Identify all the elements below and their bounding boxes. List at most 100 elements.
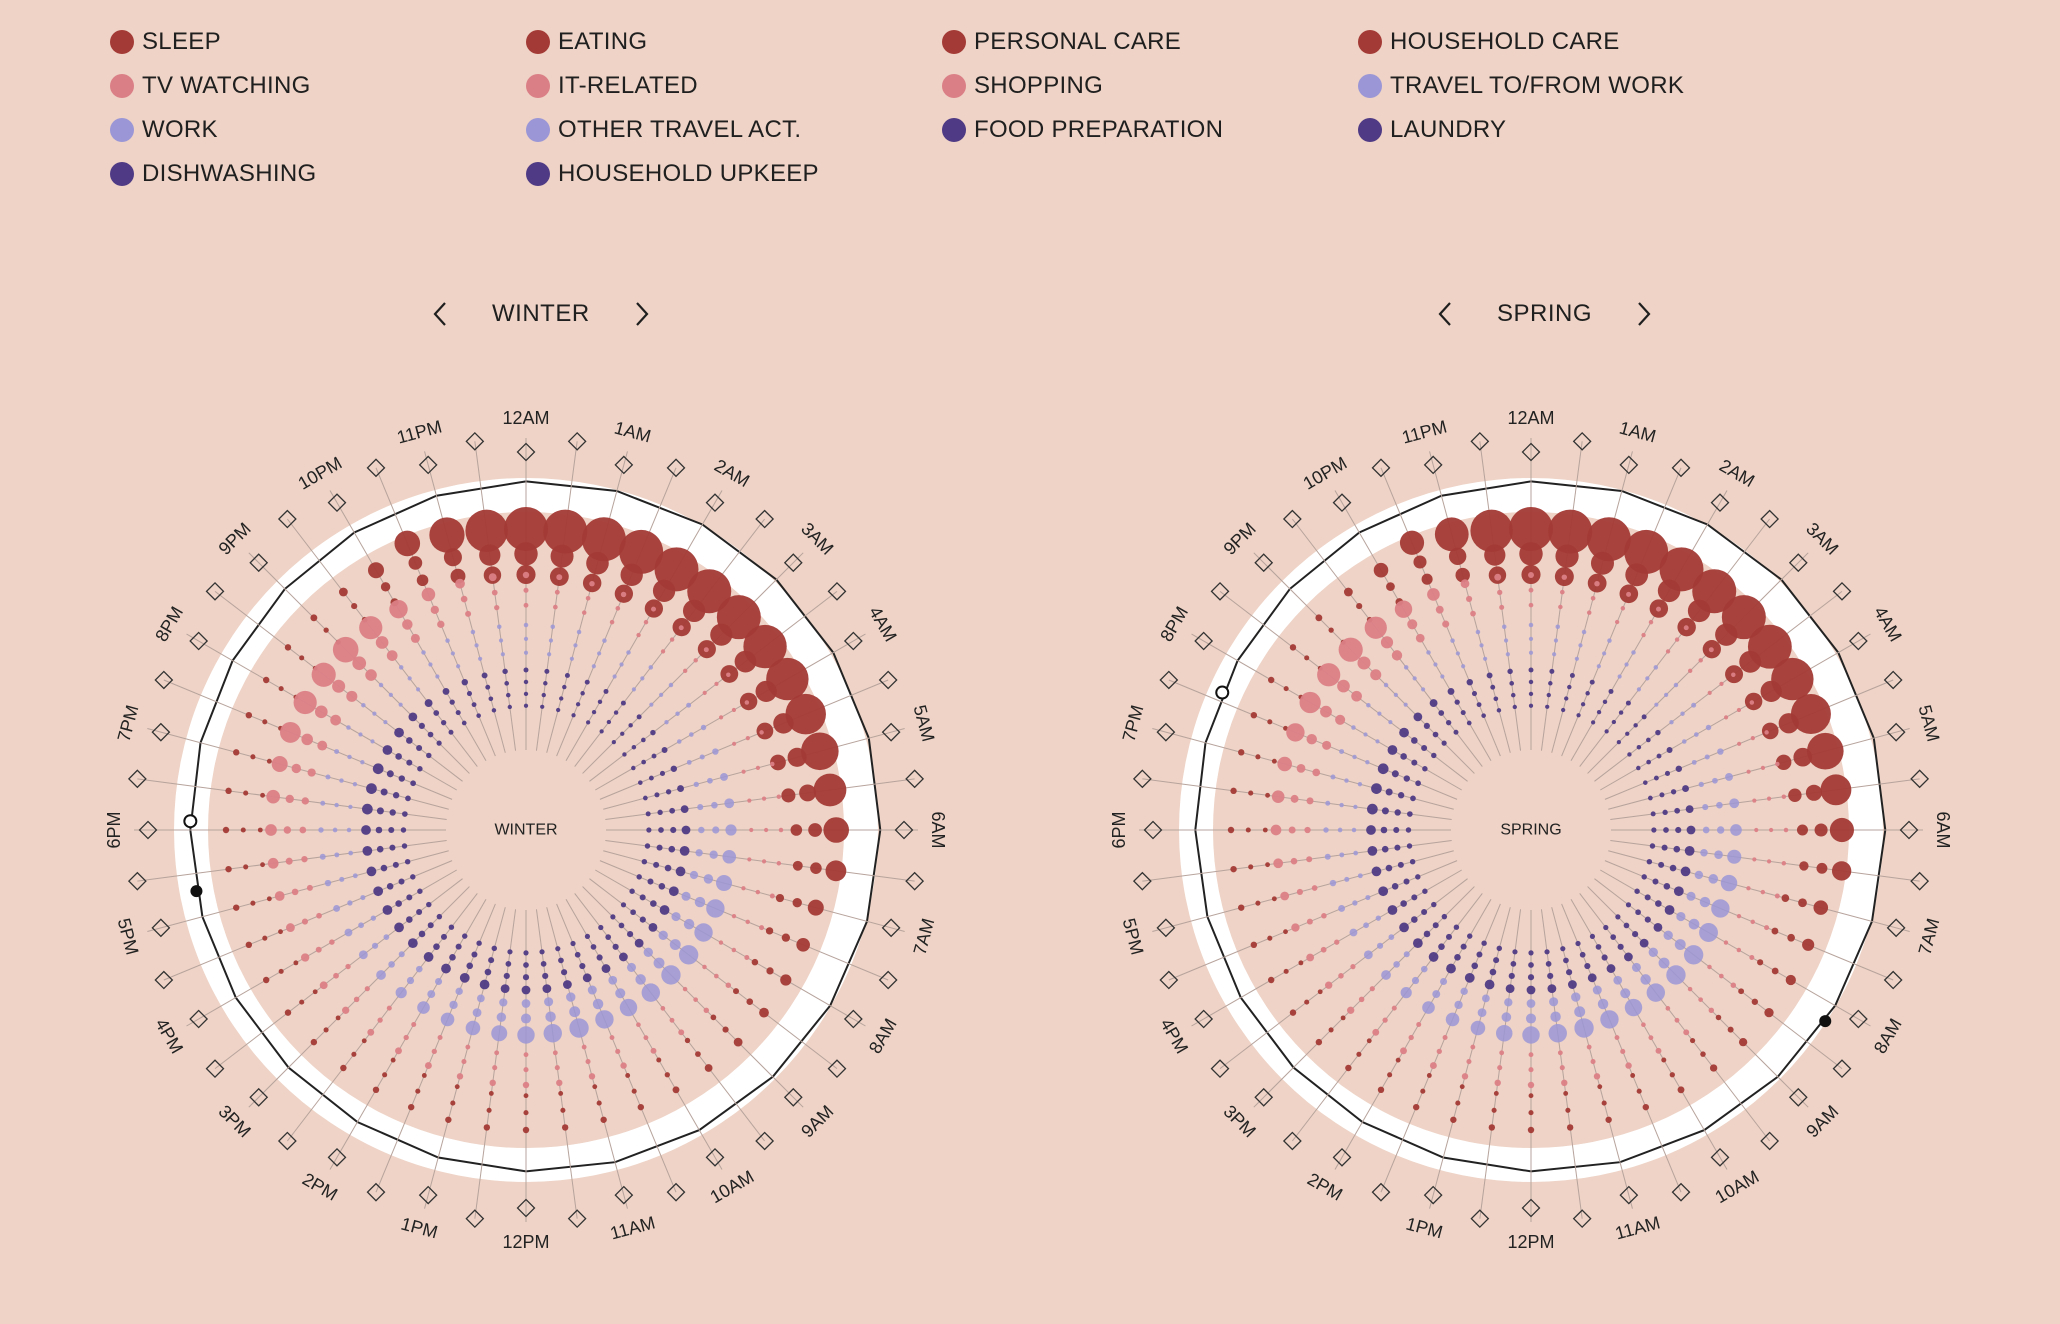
activity-bubble[interactable] — [780, 974, 792, 986]
activity-bubble[interactable] — [679, 846, 690, 856]
activity-bubble[interactable] — [682, 986, 688, 992]
activity-bubble[interactable] — [553, 604, 558, 610]
activity-bubble[interactable] — [1427, 588, 1440, 601]
activity-bubble[interactable] — [1270, 824, 1282, 836]
activity-bubble[interactable] — [265, 824, 277, 836]
diamond-marker-icon[interactable] — [277, 1131, 297, 1151]
activity-bubble[interactable] — [706, 899, 725, 918]
activity-bubble[interactable] — [1624, 662, 1629, 667]
activity-bubble[interactable] — [417, 766, 423, 772]
activity-bubble[interactable] — [523, 1093, 529, 1099]
activity-bubble[interactable] — [1707, 964, 1712, 970]
activity-bubble[interactable] — [1357, 873, 1363, 879]
activity-bubble[interactable] — [622, 752, 627, 757]
activity-bubble[interactable] — [402, 619, 413, 630]
activity-bubble[interactable] — [1764, 925, 1770, 931]
activity-bubble[interactable] — [550, 624, 555, 629]
activity-bubble[interactable] — [1385, 864, 1393, 872]
activity-bubble[interactable] — [483, 1124, 491, 1131]
activity-bubble[interactable] — [1790, 694, 1831, 735]
activity-bubble[interactable] — [1594, 580, 1600, 587]
activity-bubble[interactable] — [1378, 886, 1389, 897]
activity-bubble[interactable] — [694, 923, 713, 942]
activity-bubble[interactable] — [744, 955, 750, 960]
activity-bubble[interactable] — [1248, 864, 1254, 870]
activity-bubble[interactable] — [1736, 707, 1742, 713]
activity-bubble[interactable] — [675, 711, 680, 716]
activity-bubble[interactable] — [1778, 713, 1799, 734]
activity-bubble[interactable] — [1625, 902, 1632, 908]
activity-bubble[interactable] — [733, 988, 740, 995]
activity-bubble[interactable] — [592, 998, 604, 1010]
diamond-marker-icon[interactable] — [366, 458, 386, 478]
activity-bubble[interactable] — [540, 704, 545, 709]
activity-bubble[interactable] — [652, 579, 676, 602]
activity-bubble[interactable] — [380, 582, 391, 592]
activity-bubble[interactable] — [1661, 1057, 1667, 1063]
activity-bubble[interactable] — [1547, 972, 1554, 980]
diamond-marker-icon[interactable] — [1254, 1087, 1274, 1107]
diamond-marker-icon[interactable] — [1194, 631, 1214, 651]
activity-bubble[interactable] — [669, 1017, 675, 1023]
activity-bubble[interactable] — [766, 657, 809, 701]
activity-bubble[interactable] — [1445, 933, 1452, 940]
diamond-marker-icon[interactable] — [1760, 509, 1780, 529]
activity-bubble[interactable] — [358, 732, 363, 737]
activity-bubble[interactable] — [609, 619, 615, 625]
activity-bubble[interactable] — [631, 765, 636, 771]
activity-bubble[interactable] — [1334, 939, 1340, 945]
activity-bubble[interactable] — [631, 687, 636, 692]
activity-bubble[interactable] — [1528, 691, 1534, 697]
activity-bubble[interactable] — [698, 826, 705, 834]
activity-bubble[interactable] — [427, 922, 434, 929]
activity-bubble[interactable] — [306, 884, 313, 891]
diamond-marker-icon[interactable] — [1710, 493, 1730, 513]
activity-bubble[interactable] — [262, 719, 268, 725]
activity-bubble[interactable] — [1363, 732, 1368, 737]
activity-bubble[interactable] — [521, 999, 531, 1008]
activity-bubble[interactable] — [311, 662, 336, 687]
activity-bubble[interactable] — [563, 980, 572, 989]
activity-bubble[interactable] — [587, 985, 597, 995]
activity-bubble[interactable] — [1760, 680, 1782, 702]
diamond-marker-icon[interactable] — [205, 1059, 225, 1079]
activity-bubble[interactable] — [394, 922, 404, 933]
activity-bubble[interactable] — [421, 587, 436, 602]
activity-bubble[interactable] — [1412, 676, 1417, 681]
diamond-marker-icon[interactable] — [705, 493, 725, 513]
activity-bubble[interactable] — [353, 996, 360, 1003]
activity-bubble[interactable] — [599, 729, 604, 734]
activity-bubble[interactable] — [1664, 770, 1671, 777]
activity-bubble[interactable] — [514, 542, 538, 566]
activity-bubble[interactable] — [1566, 1124, 1574, 1131]
activity-bubble[interactable] — [1596, 709, 1602, 715]
activity-bubble[interactable] — [1579, 951, 1586, 958]
activity-bubble[interactable] — [597, 651, 602, 656]
activity-bubble[interactable] — [421, 650, 426, 655]
activity-bubble[interactable] — [664, 720, 669, 725]
activity-bubble[interactable] — [1730, 824, 1742, 836]
activity-bubble[interactable] — [1601, 1100, 1607, 1106]
activity-bubble[interactable] — [1415, 874, 1421, 880]
activity-bubble[interactable] — [759, 1007, 769, 1018]
activity-bubble[interactable] — [407, 938, 418, 949]
activity-bubble[interactable] — [658, 827, 664, 833]
activity-bubble[interactable] — [339, 778, 344, 783]
activity-bubble[interactable] — [1494, 1079, 1501, 1087]
activity-bubble[interactable] — [543, 509, 588, 554]
activity-bubble[interactable] — [266, 896, 272, 902]
activity-bubble[interactable] — [644, 843, 651, 849]
legend-item[interactable]: WORK — [110, 116, 218, 144]
activity-bubble[interactable] — [1436, 1048, 1442, 1055]
activity-bubble[interactable] — [1641, 874, 1647, 880]
activity-bubble[interactable] — [1369, 986, 1375, 992]
activity-bubble[interactable] — [1481, 940, 1487, 946]
diamond-marker-icon[interactable] — [1470, 1209, 1490, 1229]
activity-bubble[interactable] — [1363, 922, 1369, 929]
activity-bubble[interactable] — [1356, 603, 1363, 610]
activity-bubble[interactable] — [1338, 905, 1346, 912]
activity-bubble[interactable] — [1489, 968, 1497, 976]
activity-bubble[interactable] — [574, 951, 581, 958]
diamond-marker-icon[interactable] — [1254, 553, 1274, 573]
diamond-marker-icon[interactable] — [614, 455, 634, 475]
